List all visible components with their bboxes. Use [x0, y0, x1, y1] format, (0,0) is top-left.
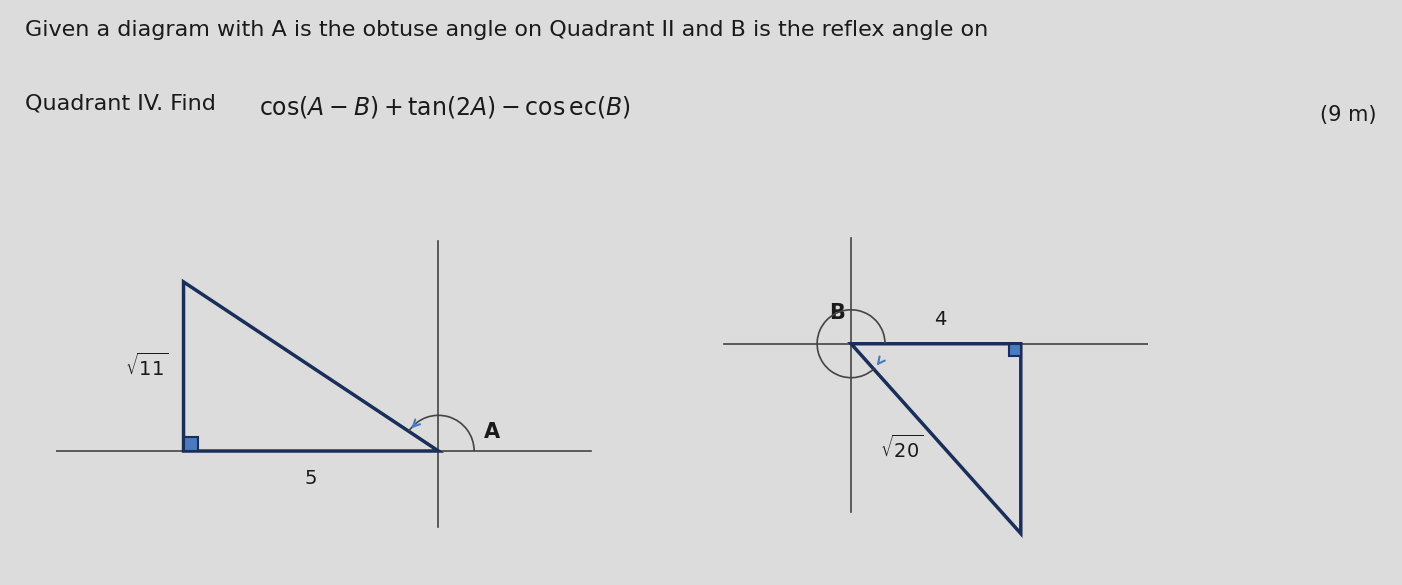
Text: $\sqrt{20}$: $\sqrt{20}$	[880, 435, 923, 462]
Text: Given a diagram with A is the obtuse angle on Quadrant II and B is the reflex an: Given a diagram with A is the obtuse ang…	[25, 20, 988, 40]
Polygon shape	[1009, 344, 1021, 356]
Text: 4: 4	[934, 310, 946, 329]
Text: A: A	[484, 422, 501, 442]
Text: 5: 5	[304, 469, 317, 488]
Polygon shape	[184, 437, 198, 451]
Text: $\mathrm{cos}(A-B)+\mathrm{tan}(2A)-\mathrm{cos\,ec}(B)$: $\mathrm{cos}(A-B)+\mathrm{tan}(2A)-\mat…	[259, 94, 631, 119]
Text: Quadrant IV. Find: Quadrant IV. Find	[25, 94, 223, 113]
Text: $\sqrt{11}$: $\sqrt{11}$	[125, 353, 168, 380]
Text: B: B	[829, 302, 844, 322]
Text: (9 m): (9 m)	[1321, 105, 1377, 125]
